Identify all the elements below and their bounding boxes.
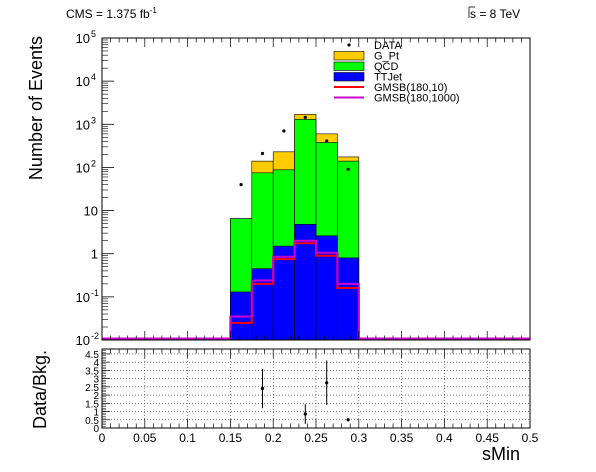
ratio-y-tick-label-9: 4.5 xyxy=(85,350,99,361)
top-y-tick-label-6: 10 xyxy=(76,74,90,89)
legend-marker-data xyxy=(347,43,351,47)
ratio-y-tick-label-2: 1 xyxy=(93,408,99,419)
data-point-5 xyxy=(346,167,350,172)
ratio-plot-panel: 00.511.522.533.544.5 0 0.05 0.1 0.15 0.2 0.25… xyxy=(85,348,539,445)
x-tick-label-2: 0.1 xyxy=(179,431,196,445)
x-tick-label-8: 0.4 xyxy=(436,431,453,445)
x-tick-label-10: 0.5 xyxy=(522,431,539,445)
top-y-tick-exp-1: -1 xyxy=(91,288,99,298)
stack-bar-ttjet-11 xyxy=(337,257,360,341)
ratio-point-2 xyxy=(325,381,329,385)
top-y-tick-label-3: 10 xyxy=(84,204,98,219)
energy-label: s = 8 TeV xyxy=(468,6,520,21)
ratio-y-tick-label-6: 3 xyxy=(93,375,99,386)
top-y-tick-label-7: 10 xyxy=(76,31,90,46)
x-tick-label-9: 0.45 xyxy=(476,431,500,445)
data-point-2 xyxy=(282,129,286,133)
ratio-y-tick-label-4: 2 xyxy=(93,391,99,402)
x-tick-label-1: 0.05 xyxy=(133,431,157,445)
top-y-tick-exp-0: -2 xyxy=(91,331,99,341)
x-tick-label-5: 0.25 xyxy=(304,431,328,445)
data-point-1 xyxy=(260,151,265,156)
signal-line-gmsb-180-1000- xyxy=(102,239,530,340)
x-tick-label-6: 0.3 xyxy=(350,431,367,445)
top-y-tick-exp-6: 4 xyxy=(91,72,96,82)
top-y-tick-exp-5: 3 xyxy=(91,115,96,125)
x-tick-label-4: 0.2 xyxy=(265,431,282,445)
top-y-tick-label-5: 10 xyxy=(76,117,90,132)
legend-label-qcd: QCD xyxy=(374,61,399,73)
x-tick-label-3: 0.15 xyxy=(219,431,243,445)
top-y-tick-label-0: 10 xyxy=(76,333,90,348)
ratio-point-3 xyxy=(346,418,350,422)
legend-swatch-qcd xyxy=(333,61,365,71)
ratio-point-0 xyxy=(260,386,265,391)
top-y-tick-exp-4: 2 xyxy=(91,158,96,168)
legend-swatch-g-pt xyxy=(333,51,365,61)
data-point-3 xyxy=(303,115,307,119)
top-y-tick-label-2: 1 xyxy=(91,247,98,262)
ratio-y-tick-label-0: 0 xyxy=(93,424,99,435)
ratio-y-tick-label-7: 3.5 xyxy=(85,366,99,377)
stack-bar-ttjet-10 xyxy=(315,235,338,341)
data-point-4 xyxy=(325,139,329,143)
stack-bar-ttjet-7 xyxy=(251,268,274,341)
legend-label-gmsb-180-1000-: GMSB(180,1000) xyxy=(374,93,460,105)
legend-swatch-ttjet xyxy=(333,72,365,82)
top-y-tick-label-1: 10 xyxy=(76,290,90,305)
ratio-y-tick-label-8: 4 xyxy=(93,358,99,369)
stack-bar-ttjet-8 xyxy=(272,245,295,341)
bottom-y-axis-title: Data/Bkg. xyxy=(30,350,50,429)
legend-label-g-pt: G_Pt xyxy=(374,51,399,63)
data-point-0 xyxy=(239,182,243,187)
ratio-y-tick-label-5: 2.5 xyxy=(85,383,99,394)
ratio-y-tick-label-3: 1.5 xyxy=(85,399,99,410)
x-axis-title: sMin xyxy=(482,444,520,464)
ratio-point-1 xyxy=(303,412,307,416)
legend-label-ttjet: TTJet xyxy=(374,72,402,84)
top-y-axis-title: Number of Events xyxy=(26,36,46,180)
legend-label-data: DATA xyxy=(374,40,402,52)
top-y-tick-exp-7: 5 xyxy=(91,29,96,39)
top-y-tick-label-4: 10 xyxy=(76,160,90,175)
legend-label-gmsb-180-10-: GMSB(180,10) xyxy=(374,82,447,94)
lumi-label: CMS = 1.375 fb-1 xyxy=(66,6,157,21)
legend: DATAG_PtQCDTTJetGMSB(180,10)GMSB(180,100… xyxy=(333,40,460,105)
x-tick-label-7: 0.35 xyxy=(390,431,414,445)
ratio-y-tick-label-1: 0.5 xyxy=(85,416,99,427)
x-tick-label-0: 0 xyxy=(99,431,106,445)
svg-text:s = 8 TeV: s = 8 TeV xyxy=(470,7,520,21)
